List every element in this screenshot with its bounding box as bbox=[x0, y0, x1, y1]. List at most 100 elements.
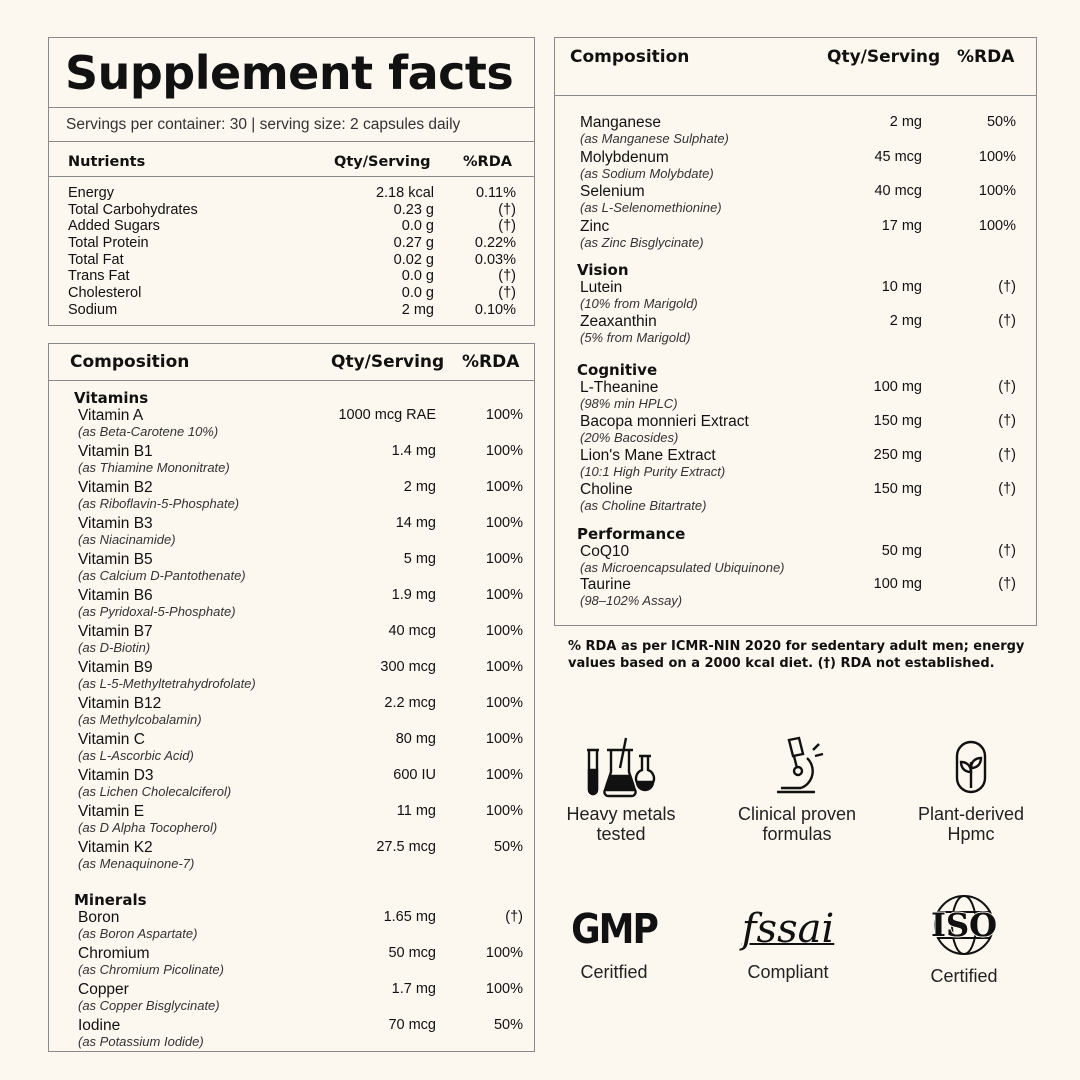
ingredient-source: (as Choline Bitartrate) bbox=[580, 498, 707, 513]
ingredient-name: Vitamin B9 bbox=[78, 659, 153, 676]
ingredient-row: Selenium (as L-Selenomethionine) 40 mcg 100… bbox=[577, 183, 1036, 218]
ingredient-rda: 100% bbox=[485, 767, 523, 783]
ingredient-name: Vitamin B7 bbox=[78, 623, 153, 640]
ingredient-rda: 100% bbox=[485, 515, 523, 531]
ingredient-rda: 50% bbox=[493, 1017, 523, 1033]
nutrient-name: Cholesterol bbox=[68, 285, 142, 302]
ingredient-rda: (†) bbox=[998, 413, 1016, 429]
badge-label: Heavy metals bbox=[566, 804, 676, 824]
badge-label: Plant-derived bbox=[917, 804, 1025, 824]
ingredient-qty: 14 mg bbox=[395, 515, 436, 531]
badge-heavy-metals: Heavy metals tested bbox=[531, 736, 711, 844]
ingredient-name: Vitamin B12 bbox=[78, 695, 162, 712]
composition-header: Composition Qty/Serving %RDA bbox=[555, 38, 1036, 96]
ingredient-qty: 2 mg bbox=[889, 114, 922, 130]
ingredient-source: (as Thiamine Mononitrate) bbox=[78, 460, 230, 475]
nutrient-qty: 2.18 kcal bbox=[375, 185, 434, 201]
ingredient-qty: 17 mg bbox=[881, 217, 922, 234]
nutrient-rows: Energy 2.18 kcal 0.11% Total Carbohydrates 0… bbox=[49, 177, 534, 319]
header-qty: Qty/Serving bbox=[331, 352, 445, 372]
ingredient-rda: (†) bbox=[998, 576, 1016, 592]
ingredient-row: Manganese (as Manganese Sulphate) 2 mg 50% bbox=[577, 114, 1036, 149]
nutrient-rda: 0.11% bbox=[475, 185, 516, 201]
ingredient-rda: 100% bbox=[485, 659, 523, 675]
ingredient-row: Vitamin K2 (as Menaquinone-7) 27.5 mcg 50% bbox=[74, 839, 534, 875]
ingredient-source: (as Chromium Picolinate) bbox=[78, 962, 224, 977]
nutrient-name: Energy bbox=[68, 185, 114, 201]
badge-label: Ceritfied bbox=[580, 962, 648, 982]
ingredient-name: Vitamin C bbox=[78, 731, 145, 748]
ingredient-source: (as Boron Aspartate) bbox=[78, 926, 198, 941]
ingredient-qty: 300 mcg bbox=[380, 659, 436, 675]
ingredient-source: (as L-5-Methyltetrahydrofolate) bbox=[78, 676, 256, 691]
nutrient-rda: 0.03% bbox=[474, 251, 516, 268]
ingredient-name: Vitamin A bbox=[78, 407, 144, 424]
badge-clinical: Clinical proven formulas bbox=[707, 736, 887, 844]
ingredient-qty: 1000 mcg RAE bbox=[338, 407, 436, 423]
ingredient-rda: (†) bbox=[998, 481, 1016, 497]
ingredient-row: Chromium (as Chromium Picolinate) 50 mcg 10… bbox=[74, 945, 534, 981]
ingredient-source: (as Microencapsulated Ubiquinone) bbox=[580, 560, 785, 575]
ingredient-source: (as Riboflavin-5-Phosphate) bbox=[78, 496, 240, 511]
supplement-facts-panel: Supplement facts Servings per container:… bbox=[48, 37, 535, 326]
ingredient-qty: 10 mg bbox=[881, 279, 922, 295]
nutrient-qty: 0.0 g bbox=[401, 218, 434, 235]
ingredient-name: Boron bbox=[78, 909, 120, 926]
ingredient-qty: 40 mcg bbox=[388, 623, 436, 639]
globe-icon bbox=[934, 895, 994, 955]
header-composition: Composition bbox=[570, 47, 690, 67]
composition-panel-left: Composition Qty/Serving %RDA Vitamins Vi… bbox=[48, 343, 535, 1052]
nutrient-qty: 0.02 g bbox=[393, 251, 434, 268]
ingredient-rda: 100% bbox=[485, 551, 523, 567]
ingredient-qty: 250 mg bbox=[873, 447, 922, 463]
ingredient-rda: 100% bbox=[485, 623, 523, 639]
ingredient-qty: 100 mg bbox=[873, 379, 922, 395]
header-rda: %RDA bbox=[957, 47, 1015, 67]
ingredient-rda: 100% bbox=[485, 443, 523, 459]
ingredient-qty: 1.65 mg bbox=[383, 909, 436, 925]
ingredient-qty: 27.5 mcg bbox=[376, 839, 436, 855]
ingredient-row: Vitamin C (as L-Ascorbic Acid) 80 mg 100% bbox=[74, 731, 534, 767]
section-title-vitamins: Vitamins bbox=[74, 389, 149, 407]
ingredient-qty: 45 mcg bbox=[874, 148, 922, 165]
ingredient-name: L-Theanine bbox=[580, 379, 659, 396]
ingredient-qty: 80 mg bbox=[395, 731, 436, 747]
ingredient-source: (as Menaquinone-7) bbox=[78, 856, 195, 871]
mineral-list-continued: Manganese (as Manganese Sulphate) 2 mg 50% M… bbox=[577, 114, 1036, 252]
nutrient-row: Sodium 2 mg 0.10% bbox=[49, 302, 534, 319]
nutrient-row: Total Carbohydrates 0.23 g (†) bbox=[49, 202, 534, 219]
ingredient-source: (as Zinc Bisglycinate) bbox=[580, 234, 704, 250]
nutrient-rda: (†) bbox=[498, 285, 516, 302]
ingredient-rda: 100% bbox=[485, 695, 523, 711]
fssai-logo: fssai bbox=[741, 906, 835, 952]
ingredient-source: (as Sodium Molybdate) bbox=[580, 165, 714, 181]
ingredient-name: Vitamin B6 bbox=[78, 587, 153, 604]
nutrient-qty: 2 mg bbox=[401, 301, 434, 318]
header-rda: %RDA bbox=[463, 154, 512, 170]
ingredient-rda: 100% bbox=[485, 479, 523, 495]
nutrient-rda: (†) bbox=[498, 268, 516, 285]
ingredient-name: Manganese bbox=[580, 114, 662, 131]
nutrient-name: Trans Fat bbox=[68, 268, 130, 285]
badge-iso: ISO Certified bbox=[874, 894, 1054, 986]
nutrient-name: Total Protein bbox=[68, 235, 149, 252]
ingredient-source: (as D-Biotin) bbox=[78, 640, 151, 655]
ingredient-rda: 50% bbox=[493, 839, 523, 855]
ingredient-qty: 2 mg bbox=[889, 313, 922, 329]
ingredient-source: (as Beta-Carotene 10%) bbox=[78, 424, 219, 439]
ingredient-rda: 100% bbox=[485, 981, 523, 997]
ingredient-name: Vitamin K2 bbox=[78, 839, 153, 856]
ingredient-row: Molybdenum (as Sodium Molybdate) 45 mcg 100… bbox=[577, 149, 1036, 184]
ingredient-qty: 1.9 mg bbox=[391, 587, 436, 603]
ingredient-row: Vitamin B6 (as Pyridoxal-5-Phosphate) 1.9 … bbox=[74, 587, 534, 623]
ingredient-qty: 5 mg bbox=[403, 551, 436, 567]
section-title-performance: Performance bbox=[577, 525, 686, 543]
ingredient-qty: 40 mcg bbox=[874, 183, 922, 199]
ingredient-name: Vitamin B2 bbox=[78, 479, 153, 496]
ingredient-rda: (†) bbox=[998, 379, 1016, 395]
nutrient-qty: 0.23 g bbox=[393, 201, 434, 218]
ingredient-row: Vitamin B12 (as Methylcobalamin) 2.2 mcg 10… bbox=[74, 695, 534, 731]
composition-panel-right: Composition Qty/Serving %RDA Manganese (a… bbox=[554, 37, 1037, 626]
ingredient-name: Lutein bbox=[580, 279, 623, 296]
ingredient-name: Selenium bbox=[580, 183, 645, 200]
